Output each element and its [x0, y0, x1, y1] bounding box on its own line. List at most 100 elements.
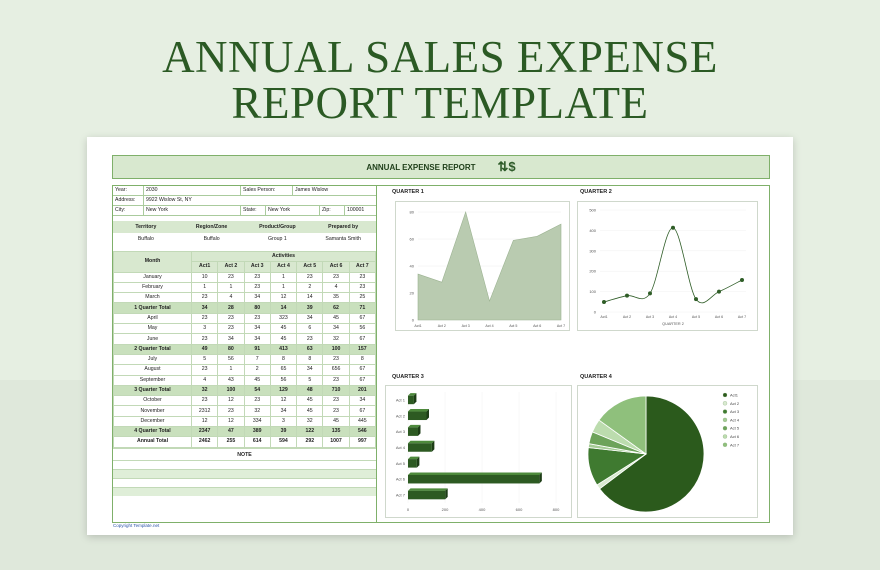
sales-person-value[interactable]: James Wislow	[295, 187, 329, 193]
table-cell[interactable]: 546	[348, 426, 377, 438]
table-cell[interactable]: 6	[296, 323, 324, 335]
table-cell[interactable]: 34	[217, 333, 245, 345]
table-cell[interactable]: 34	[243, 292, 271, 304]
table-cell[interactable]: 255	[217, 436, 245, 448]
table-cell[interactable]: 32	[243, 405, 271, 417]
table-cell[interactable]: 54	[243, 384, 271, 397]
table-cell[interactable]: 65	[269, 364, 298, 376]
table-cell[interactable]: 23	[217, 323, 245, 335]
table-cell[interactable]: 23	[190, 312, 219, 325]
copyright-text[interactable]: Copyright Template.net	[113, 523, 160, 528]
table-cell[interactable]: 1007	[322, 436, 350, 448]
table-cell[interactable]: 292	[296, 436, 324, 448]
table-cell[interactable]: 32	[190, 384, 219, 397]
table-cell[interactable]: 56	[217, 353, 245, 366]
note-line[interactable]	[113, 459, 376, 469]
table-cell[interactable]: 3	[269, 415, 298, 428]
note-line[interactable]	[113, 477, 376, 487]
table-cell[interactable]: 43	[217, 374, 245, 386]
table-cell[interactable]: 23	[322, 405, 350, 417]
zip-value[interactable]: 100001	[347, 207, 365, 213]
table-cell[interactable]: 997	[348, 436, 377, 448]
table-cell[interactable]: 1	[217, 281, 245, 294]
table-cell[interactable]: 80	[243, 302, 271, 314]
table-cell[interactable]: 413	[269, 343, 298, 355]
table-cell[interactable]: 1	[190, 281, 219, 294]
table-cell[interactable]: 135	[322, 426, 350, 438]
table-cell[interactable]: 122	[296, 426, 324, 438]
table-cell[interactable]: 49	[190, 343, 219, 355]
table-cell[interactable]: 32	[296, 415, 324, 428]
table-cell[interactable]: 4	[217, 292, 245, 304]
year-value[interactable]: 2030	[144, 186, 241, 195]
table-cell[interactable]: 100	[217, 384, 245, 397]
table-cell[interactable]: 45	[269, 333, 298, 345]
table-cell[interactable]: 39	[269, 426, 298, 438]
table-cell[interactable]: 23	[217, 271, 245, 283]
table-cell[interactable]: 32	[322, 333, 350, 345]
table-cell[interactable]: 23	[243, 271, 271, 283]
table-cell[interactable]: 23	[322, 374, 350, 386]
table-cell[interactable]: 12	[217, 415, 245, 428]
table-cell[interactable]: 34	[296, 364, 324, 376]
table-cell[interactable]: 34	[269, 405, 298, 417]
territory-value[interactable]: Buffalo	[137, 236, 154, 242]
table-cell[interactable]: 34	[296, 312, 324, 325]
table-cell[interactable]: 1	[269, 271, 298, 283]
table-cell[interactable]: 34	[322, 323, 350, 335]
table-cell[interactable]: 67	[348, 405, 377, 417]
table-cell[interactable]: 67	[348, 364, 377, 376]
table-cell[interactable]: 23	[190, 364, 219, 376]
table-cell[interactable]: 4	[322, 281, 350, 294]
table-cell[interactable]: 2312	[190, 405, 219, 417]
table-cell[interactable]: 14	[296, 292, 324, 304]
table-cell[interactable]: 23	[217, 405, 245, 417]
table-cell[interactable]: 8	[269, 353, 298, 366]
product-value[interactable]: Group 1	[268, 236, 287, 242]
table-cell[interactable]: 23	[348, 271, 377, 283]
prepared-by-value[interactable]: Samanta Smith	[325, 236, 361, 242]
table-cell[interactable]: 23	[190, 292, 219, 304]
table-cell[interactable]: 12	[269, 292, 298, 304]
table-cell[interactable]: 334	[243, 415, 271, 428]
table-cell[interactable]: 47	[217, 426, 245, 438]
table-cell[interactable]: 45	[243, 374, 271, 386]
table-cell[interactable]: 34	[243, 323, 271, 335]
table-cell[interactable]: 5	[190, 353, 219, 366]
note-line[interactable]	[113, 468, 376, 478]
table-cell[interactable]: 23	[217, 312, 245, 325]
table-cell[interactable]: 129	[269, 384, 298, 397]
table-cell[interactable]: 23	[296, 333, 324, 345]
table-cell[interactable]: 91	[243, 343, 271, 355]
table-cell[interactable]: 614	[243, 436, 271, 448]
table-cell[interactable]: 2347	[190, 426, 219, 438]
table-cell[interactable]: 10	[190, 271, 219, 283]
table-cell[interactable]: 45	[296, 405, 324, 417]
table-cell[interactable]: 2	[243, 364, 271, 376]
table-cell[interactable]: 12	[269, 395, 298, 407]
table-cell[interactable]: 7	[243, 353, 271, 366]
table-cell[interactable]: 45	[269, 323, 298, 335]
table-cell[interactable]: 656	[322, 364, 350, 376]
table-cell[interactable]: 23	[190, 395, 219, 407]
table-cell[interactable]: 4	[190, 374, 219, 386]
table-cell[interactable]: 157	[348, 343, 377, 355]
table-cell[interactable]: 28	[217, 302, 245, 314]
table-cell[interactable]: 34	[243, 333, 271, 345]
table-cell[interactable]: 25	[348, 292, 377, 304]
table-cell[interactable]: 67	[348, 374, 377, 386]
table-cell[interactable]: 45	[296, 395, 324, 407]
table-cell[interactable]: 23	[243, 312, 271, 325]
table-cell[interactable]: 67	[348, 333, 377, 345]
table-cell[interactable]: 45	[322, 312, 350, 325]
table-cell[interactable]: 8	[348, 353, 377, 366]
table-cell[interactable]: 35	[322, 292, 350, 304]
table-cell[interactable]: 56	[348, 323, 377, 335]
table-cell[interactable]: 5	[296, 374, 324, 386]
table-cell[interactable]: 63	[296, 343, 324, 355]
table-cell[interactable]: 23	[296, 271, 324, 283]
table-cell[interactable]: 1	[269, 281, 298, 294]
table-cell[interactable]: 62	[322, 302, 350, 314]
table-cell[interactable]: 67	[348, 312, 377, 325]
table-cell[interactable]: 34	[348, 395, 377, 407]
